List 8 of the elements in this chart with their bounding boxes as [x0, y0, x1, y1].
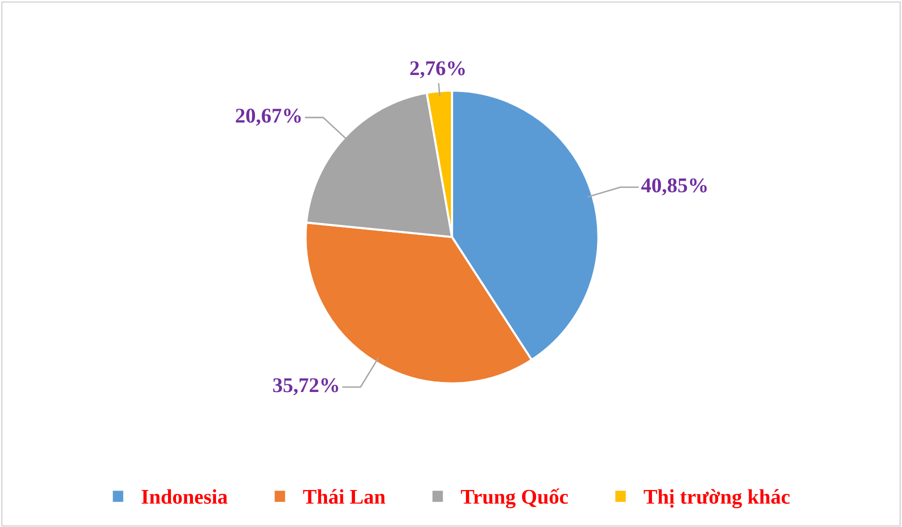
- legend-label: Indonesia: [142, 489, 228, 504]
- data-label: 35,72%: [273, 378, 338, 396]
- data-label: 2,76%: [410, 61, 465, 78]
- data-label: 20,67%: [236, 108, 301, 126]
- legend-label: Trung Quốc: [460, 488, 568, 508]
- legend-label: Thị trường khác: [644, 489, 790, 508]
- data-label: 40,85%: [641, 178, 707, 196]
- legend-label: Thái Lan: [303, 489, 386, 504]
